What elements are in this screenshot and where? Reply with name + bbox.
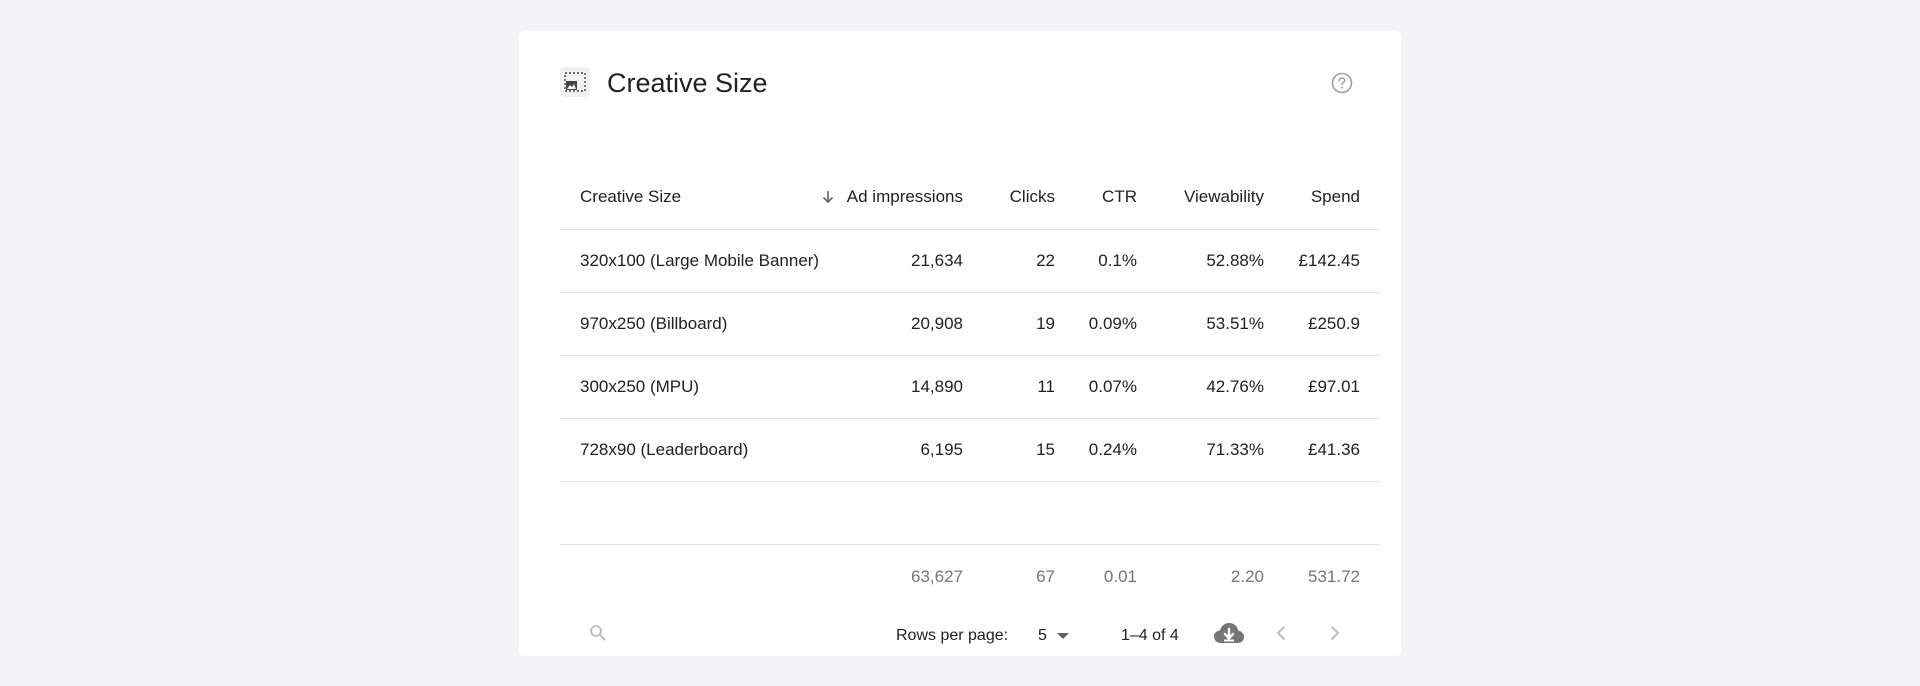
column-header-creative-size[interactable]: Creative Size [560,165,838,230]
table-row: 728x90 (Leaderboard) 6,195 15 0.24% 71.3… [560,418,1380,482]
cell-ad-impressions: 20,908 [838,292,963,356]
empty-cell [560,481,838,545]
search-icon[interactable] [588,623,608,648]
total-viewability: 2.20 [1230,567,1264,586]
chevron-right-icon[interactable] [1324,623,1344,648]
chevron-down-icon [1056,627,1069,645]
rows-per-page-value: 5 [1038,627,1047,644]
creative-size-card: Creative Size Creative Size [519,31,1401,656]
rows-per-page-label: Rows per page: [896,627,1009,644]
total-spend: 531.72 [1308,567,1360,586]
help-circle-icon[interactable] [1331,72,1353,94]
cell-creative-size: 970x250 (Billboard) [560,292,838,356]
cell-creative-size: 300x250 (MPU) [560,355,838,419]
cell-creative-size: 728x90 (Leaderboard) [560,418,838,482]
empty-cell [1264,481,1380,545]
column-header-spend[interactable]: Spend [1264,165,1380,230]
cell-ctr: 0.1% [1055,229,1137,293]
empty-cell [838,481,963,545]
empty-cell [1055,481,1137,545]
cell-viewability: 71.33% [1137,418,1264,482]
empty-row [560,481,1380,545]
creative-size-table: Creative Size Ad impressions Clicks CTR … [560,165,1380,609]
cell-viewability: 52.88% [1137,229,1264,293]
cell-ctr: 0.09% [1055,292,1137,356]
cell-viewability: 42.76% [1137,355,1264,419]
cloud-download-icon[interactable] [1213,621,1245,652]
table-row: 320x100 (Large Mobile Banner) 21,634 22 … [560,229,1380,293]
cell-clicks: 11 [963,355,1055,419]
empty-cell [1137,481,1264,545]
chevron-left-icon[interactable] [1272,623,1292,648]
cell-ad-impressions: 21,634 [838,229,963,293]
table-row: 970x250 (Billboard) 20,908 19 0.09% 53.5… [560,292,1380,356]
cell-spend: £142.45 [1264,229,1380,293]
cell-ctr: 0.07% [1055,355,1137,419]
cell-viewability: 53.51% [1137,292,1264,356]
column-header-viewability[interactable]: Viewability [1137,165,1264,230]
cell-spend: £41.36 [1264,418,1380,482]
total-clicks: 67 [1036,567,1055,586]
cell-ad-impressions: 14,890 [838,355,963,419]
total-creative-size [560,545,838,610]
cell-ad-impressions: 6,195 [838,418,963,482]
image-placeholder-icon [560,67,590,97]
cell-spend: £250.9 [1264,292,1380,356]
cell-clicks: 15 [963,418,1055,482]
total-ctr: 0.01 [1103,567,1137,586]
rows-per-page-select[interactable]: 5 [1038,625,1074,647]
total-ad-impressions: 63,627 [911,567,963,586]
page-range: 1–4 of 4 [1121,627,1179,644]
cell-clicks: 22 [963,229,1055,293]
empty-cell [963,481,1055,545]
card-header: Creative Size [560,67,1360,99]
cell-spend: £97.01 [1264,355,1380,419]
cell-creative-size: 320x100 (Large Mobile Banner) [560,229,838,293]
arrow-down-icon[interactable] [820,189,836,205]
table-row: 300x250 (MPU) 14,890 11 0.07% 42.76% £97… [560,355,1380,419]
cell-ctr: 0.24% [1055,418,1137,482]
column-header-clicks[interactable]: Clicks [963,165,1055,230]
cell-clicks: 19 [963,292,1055,356]
totals-row: 63,627 67 0.01 2.20 531.72 [560,545,1380,610]
table-footer: Rows per page: 5 1–4 of 4 [560,617,1360,657]
column-header-ctr[interactable]: CTR [1055,165,1137,230]
card-title: Creative Size [607,68,768,98]
column-header-label: Creative Size [580,187,682,206]
column-header-ad-impressions[interactable]: Ad impressions [838,165,963,230]
table-header-row: Creative Size Ad impressions Clicks CTR … [560,165,1380,230]
